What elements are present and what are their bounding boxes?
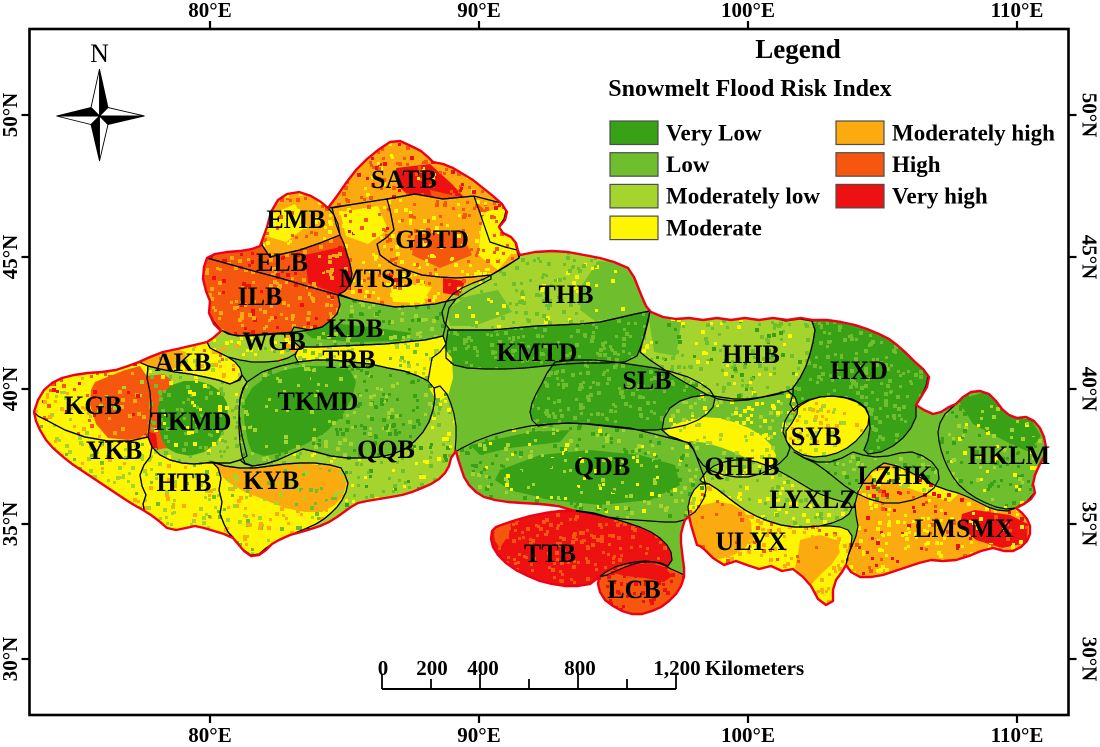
svg-text:ULYX: ULYX (715, 527, 787, 556)
svg-text:SLB: SLB (622, 366, 671, 395)
svg-text:90°E: 90°E (457, 0, 500, 22)
svg-text:100°E: 100°E (721, 723, 775, 747)
svg-text:THB: THB (539, 280, 594, 309)
svg-text:TKMD: TKMD (278, 387, 359, 416)
svg-text:HTB: HTB (157, 468, 212, 497)
svg-text:100°E: 100°E (721, 0, 775, 22)
svg-text:80°E: 80°E (188, 0, 231, 22)
svg-text:80°E: 80°E (188, 723, 231, 747)
svg-text:Snowmelt Flood Risk Index: Snowmelt Flood Risk Index (608, 76, 891, 102)
svg-text:45°N: 45°N (0, 235, 22, 280)
svg-text:90°E: 90°E (457, 723, 500, 747)
svg-text:LMSMX: LMSMX (914, 514, 1014, 543)
svg-text:MTSB: MTSB (339, 264, 413, 293)
svg-text:HXD: HXD (830, 356, 888, 385)
svg-text:800: 800 (564, 656, 596, 680)
svg-text:ELB: ELB (256, 248, 308, 277)
svg-text:TTB: TTB (524, 539, 576, 568)
svg-text:Kilometers: Kilometers (705, 656, 804, 680)
svg-text:40°N: 40°N (0, 367, 22, 412)
svg-text:400: 400 (467, 656, 499, 680)
svg-text:WGB: WGB (242, 327, 306, 356)
svg-text:YKB: YKB (86, 436, 142, 465)
svg-text:AKB: AKB (155, 348, 211, 377)
svg-text:LCB: LCB (607, 575, 660, 604)
svg-text:110°E: 110°E (991, 0, 1044, 22)
svg-text:Very high: Very high (892, 184, 988, 209)
svg-text:SYB: SYB (791, 422, 842, 451)
svg-text:LYXLZ: LYXLZ (769, 485, 856, 514)
svg-text:30°N: 30°N (0, 637, 22, 682)
svg-text:QHLB: QHLB (704, 452, 779, 481)
svg-text:KYB: KYB (243, 466, 299, 495)
svg-text:0: 0 (378, 656, 389, 680)
svg-text:N: N (90, 39, 109, 68)
svg-text:35°N: 35°N (1078, 502, 1100, 547)
svg-text:HHB: HHB (722, 340, 780, 369)
svg-text:1,200: 1,200 (653, 656, 700, 680)
svg-text:LZHK: LZHK (857, 461, 933, 490)
svg-text:50°N: 50°N (1078, 93, 1100, 138)
svg-text:Legend: Legend (755, 34, 841, 64)
svg-text:30°N: 30°N (1078, 637, 1100, 682)
svg-text:200: 200 (416, 656, 448, 680)
svg-text:Moderately high: Moderately high (892, 120, 1055, 145)
svg-text:ILB: ILB (238, 282, 283, 311)
svg-text:35°N: 35°N (0, 502, 22, 547)
svg-text:45°N: 45°N (1078, 235, 1100, 280)
svg-text:GBTD: GBTD (395, 225, 469, 254)
svg-text:110°E: 110°E (991, 723, 1044, 747)
svg-text:TKMD: TKMD (151, 407, 232, 436)
svg-text:KMTD: KMTD (497, 338, 578, 367)
svg-text:TRB: TRB (322, 345, 375, 374)
svg-text:HKLM: HKLM (968, 441, 1050, 470)
svg-text:High: High (892, 152, 941, 177)
svg-text:Low: Low (666, 152, 710, 177)
svg-text:Very Low: Very Low (666, 120, 762, 145)
svg-text:QDB: QDB (574, 452, 630, 481)
svg-text:Moderately low: Moderately low (666, 184, 820, 209)
svg-text:KGB: KGB (64, 391, 122, 420)
svg-text:Moderate: Moderate (666, 215, 762, 240)
svg-text:QQB: QQB (357, 435, 415, 464)
svg-text:50°N: 50°N (0, 93, 22, 138)
svg-text:KDB: KDB (327, 314, 383, 343)
svg-text:EMB: EMB (266, 205, 325, 234)
svg-text:SATB: SATB (371, 165, 437, 194)
svg-text:40°N: 40°N (1078, 367, 1100, 412)
